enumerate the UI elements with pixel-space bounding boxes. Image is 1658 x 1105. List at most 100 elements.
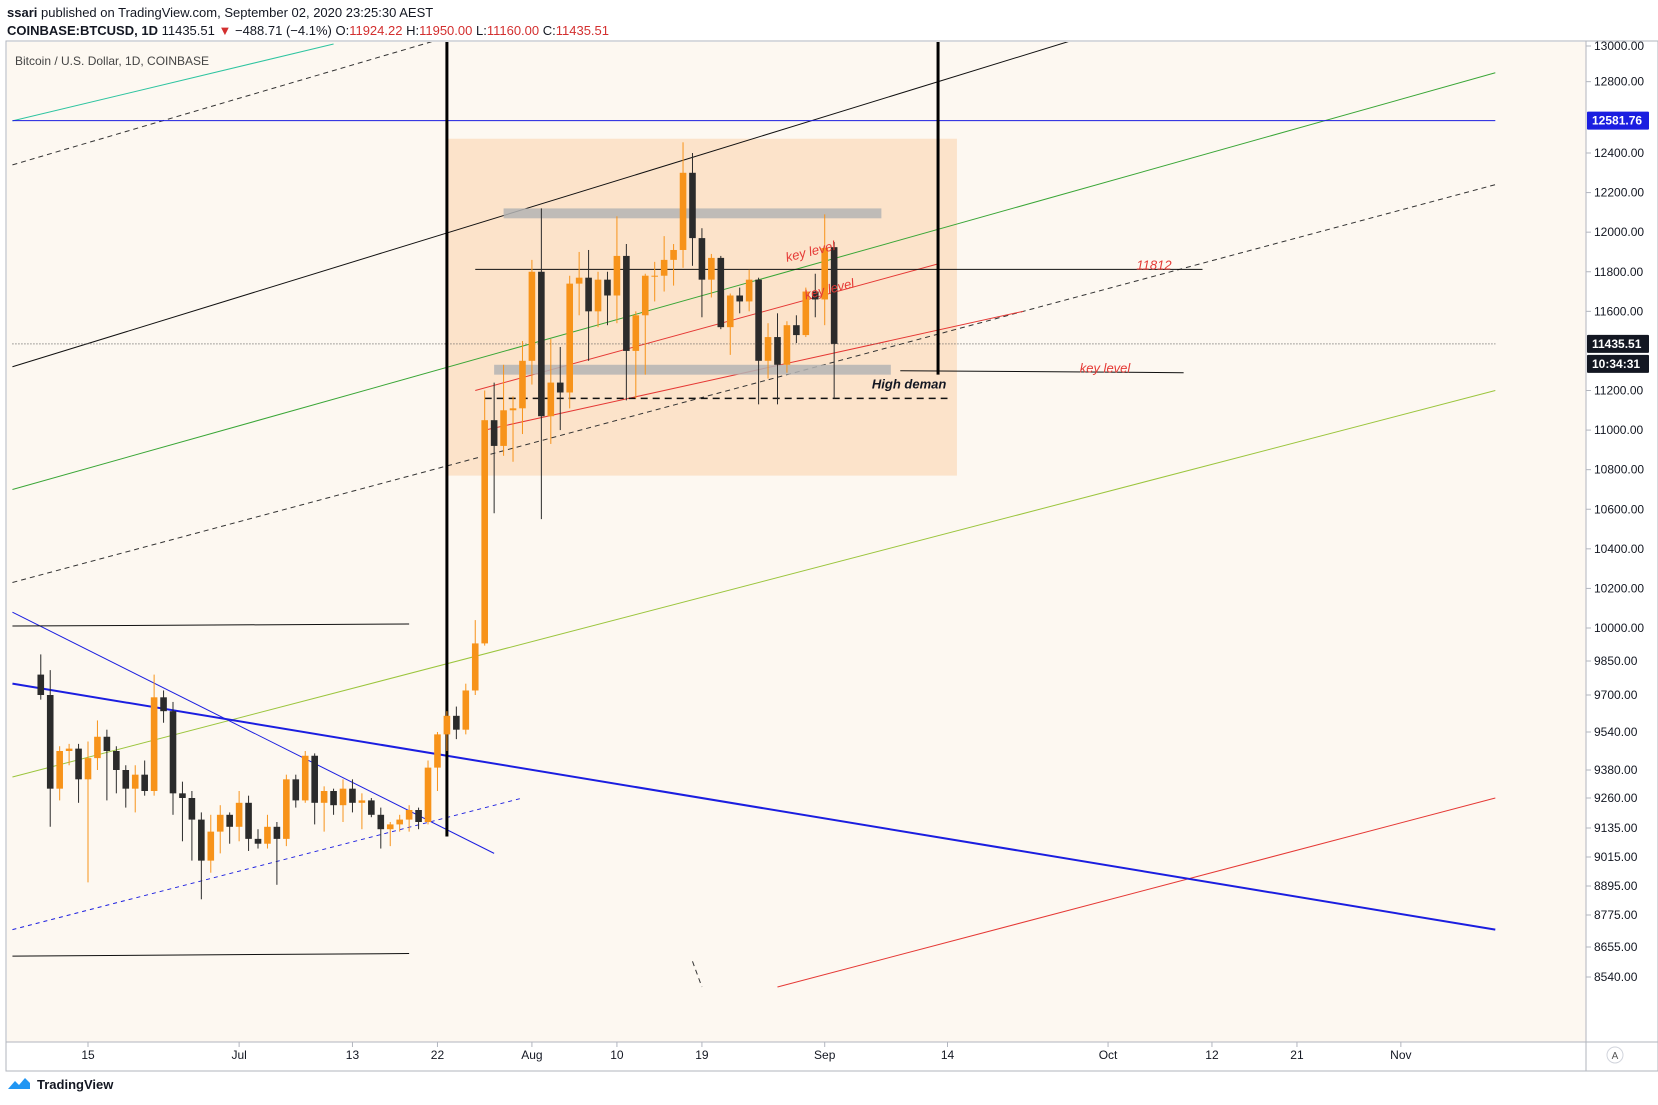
- candle: [320, 786, 328, 832]
- candle-body: [311, 755, 318, 803]
- candle-body: [141, 774, 148, 791]
- last-price: 11435.51: [161, 23, 215, 38]
- y-tick-label: 9540.00: [1594, 725, 1638, 739]
- candle-body: [283, 779, 290, 839]
- candle-body: [708, 257, 715, 280]
- candle-body: [443, 715, 451, 735]
- annotation-label-3: 11812: [1136, 257, 1172, 272]
- candle-body: [623, 255, 630, 351]
- time-axis[interactable]: 15 Jul 13 22 Aug 10 19 Sep 14 Oct 12 21 Nov: [81, 1042, 1412, 1062]
- candle: [141, 760, 148, 796]
- y-tick-label: 11600.00: [1594, 304, 1643, 318]
- candle: [566, 275, 573, 409]
- candle-body: [736, 295, 744, 302]
- candle: [783, 321, 791, 373]
- candle: [471, 620, 479, 695]
- y-tick-label: 9850.00: [1594, 654, 1638, 668]
- candle: [235, 791, 243, 842]
- y-tick-label: 8540.00: [1594, 970, 1638, 984]
- candle: [415, 807, 422, 830]
- candle-body: [56, 751, 63, 789]
- candle: [651, 261, 658, 302]
- candle: [745, 269, 753, 312]
- y-tick-label: 11200.00: [1594, 384, 1643, 398]
- candles-layer: [37, 142, 838, 900]
- x-tick-label: 10: [610, 1048, 624, 1062]
- candle-body: [198, 819, 205, 861]
- candle: [122, 765, 130, 808]
- candle: [207, 814, 215, 873]
- candle: [273, 822, 281, 885]
- candle-body: [179, 793, 186, 798]
- candle-body: [264, 826, 271, 844]
- candle-body: [698, 238, 706, 280]
- candle-body: [538, 271, 545, 417]
- price-axis[interactable]: 13000.00 12800.00 12400.00 12200.00 12000.00…: [1586, 39, 1644, 984]
- candle: [377, 807, 385, 849]
- publisher-name[interactable]: ssari: [7, 5, 38, 20]
- trend-line-5: [692, 961, 703, 988]
- y-tick-label: 12000.00: [1594, 225, 1644, 239]
- candle-body: [37, 674, 45, 695]
- auto-scale-icon[interactable]: A: [1612, 1051, 1619, 1062]
- candle: [226, 812, 233, 844]
- candle-body: [150, 697, 158, 791]
- candle-body: [113, 751, 120, 770]
- candle-body: [301, 755, 309, 801]
- candle: [623, 244, 630, 401]
- candle-body: [821, 248, 829, 300]
- candle: [604, 271, 611, 326]
- high-label: H:: [406, 23, 420, 38]
- brand-wordmark: TradingView: [37, 1076, 114, 1092]
- candle-body: [632, 315, 640, 351]
- candle: [330, 788, 337, 815]
- candle-body: [726, 295, 734, 328]
- candle: [698, 228, 706, 318]
- candle-body: [226, 814, 233, 827]
- low-label: L:: [475, 23, 487, 38]
- candle: [443, 711, 451, 751]
- candle-body: [131, 774, 139, 789]
- candle-body: [65, 748, 73, 751]
- y-tick-label: 10600.00: [1594, 502, 1644, 516]
- tradingview-brand[interactable]: TradingView: [7, 1073, 113, 1095]
- candle: [500, 364, 507, 456]
- trend-line-9: [777, 797, 1496, 988]
- y-tick-label: 10400.00: [1594, 542, 1644, 556]
- candle-body: [594, 279, 602, 312]
- candle-body: [575, 277, 583, 284]
- candle-body: [793, 325, 800, 336]
- candle: [358, 793, 366, 830]
- chart-header: ssari published on TradingView.com, Sept…: [0, 0, 1658, 42]
- candle-body: [84, 758, 92, 780]
- candle-body: [651, 275, 658, 277]
- x-tick-label: 13: [346, 1048, 360, 1062]
- candle: [84, 741, 92, 883]
- candle: [160, 690, 167, 723]
- open-value: 11924.22: [349, 23, 403, 38]
- candle: [188, 791, 196, 861]
- candle-body: [519, 360, 526, 409]
- candle-body: [528, 271, 536, 361]
- candle: [575, 251, 583, 316]
- trend-line-10: [12, 682, 1496, 931]
- candle: [556, 346, 564, 431]
- y-tick-label: 13000.00: [1594, 39, 1644, 53]
- candle: [254, 829, 262, 849]
- x-tick-label: 12: [1205, 1048, 1219, 1062]
- candle: [453, 706, 460, 740]
- candle: [547, 339, 555, 444]
- publish-info: ssari published on TradingView.com, Sept…: [7, 5, 433, 20]
- candle-body: [547, 382, 555, 417]
- candle-body: [613, 255, 621, 296]
- price-badge-1: [1587, 334, 1649, 353]
- candle: [641, 273, 649, 375]
- y-tick-label: 12400.00: [1594, 146, 1644, 160]
- candle-body: [471, 643, 479, 691]
- auto-scale-button[interactable]: A: [1606, 1046, 1624, 1064]
- candle-body: [207, 831, 215, 861]
- auto-scale-circle[interactable]: [1606, 1046, 1624, 1064]
- low-value: 11160.00: [486, 23, 540, 38]
- candle: [56, 746, 63, 801]
